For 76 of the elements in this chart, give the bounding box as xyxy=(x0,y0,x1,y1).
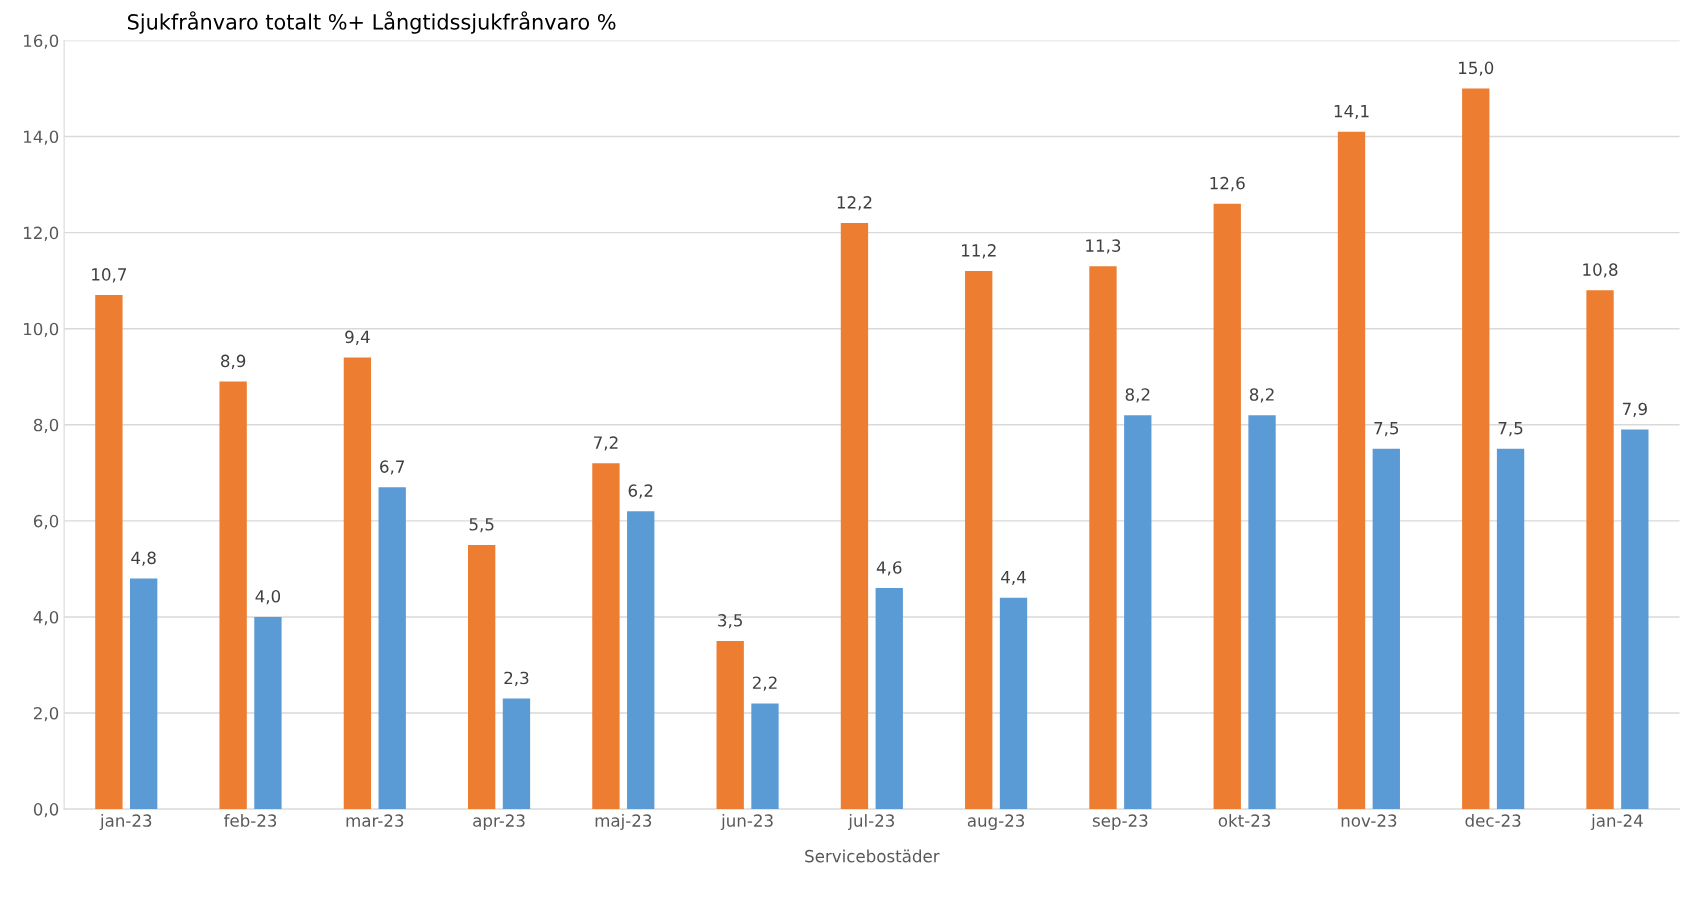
chart-title: Sjukfrånvaro totalt %+ Långtidssjukfrånvaro % xyxy=(127,11,616,34)
data-label: 8,2 xyxy=(1125,388,1150,403)
y-tick-label: 12,0 xyxy=(24,226,59,241)
bar xyxy=(875,588,903,810)
bar xyxy=(130,578,158,810)
data-label: 7,5 xyxy=(1498,422,1523,437)
data-label: 9,4 xyxy=(345,330,370,345)
bar xyxy=(219,381,247,810)
x-tick-label: feb-23 xyxy=(223,813,277,827)
y-tick-label: 6,0 xyxy=(33,514,59,530)
y-tick-label: 14,0 xyxy=(24,130,59,145)
bar xyxy=(1586,290,1614,810)
x-tick-label: okt-23 xyxy=(1218,813,1271,827)
x-tick-label: jan-24 xyxy=(1590,813,1643,831)
data-label: 6,7 xyxy=(380,460,405,475)
x-tick-label: jul-23 xyxy=(848,813,895,831)
data-label: 5,5 xyxy=(469,518,494,533)
data-label: 12,2 xyxy=(837,196,872,211)
bar xyxy=(378,487,406,810)
data-label: 7,5 xyxy=(1374,422,1399,437)
x-tick-label: apr-23 xyxy=(473,814,525,831)
x-tick-label: jan-23 xyxy=(99,813,152,831)
y-tick-label: 0,0 xyxy=(33,803,59,818)
data-label: 7,9 xyxy=(1622,402,1647,417)
x-tick-label: aug-23 xyxy=(967,814,1025,831)
data-label: 10,8 xyxy=(1583,263,1618,278)
y-tick-label: 8,0 xyxy=(33,418,59,434)
data-label: 11,3 xyxy=(1086,239,1121,254)
bar xyxy=(1213,203,1241,810)
bar xyxy=(1337,131,1366,810)
data-label: 10,7 xyxy=(92,268,127,283)
data-label: 4,6 xyxy=(876,561,902,576)
bar xyxy=(999,597,1028,810)
data-label: 12,6 xyxy=(1210,176,1245,192)
data-label: 14,1 xyxy=(1334,105,1369,120)
y-tick-label: 2,0 xyxy=(34,706,59,722)
bar xyxy=(1621,429,1649,810)
bar xyxy=(1089,266,1117,810)
bar xyxy=(1248,415,1276,810)
bar xyxy=(468,544,496,810)
x-tick-label: mar-23 xyxy=(346,814,404,827)
x-tick-label: sep-23 xyxy=(1092,814,1148,831)
bar xyxy=(592,463,620,810)
bar xyxy=(840,223,869,810)
bar xyxy=(1462,88,1490,810)
bar xyxy=(965,271,993,810)
x-tick-label: dec-23 xyxy=(1465,813,1521,827)
y-tick-label: 4,0 xyxy=(33,610,59,626)
data-label: 11,2 xyxy=(961,244,996,259)
x-tick-label: maj-23 xyxy=(595,813,652,831)
x-axis-title: Servicebostäder xyxy=(805,849,940,863)
bar xyxy=(343,357,372,810)
data-label: 8,2 xyxy=(1249,388,1274,403)
y-tick-label: 16,0 xyxy=(24,34,59,49)
bar xyxy=(1124,415,1152,810)
data-label: 3,5 xyxy=(718,614,742,629)
data-label: 2,3 xyxy=(504,671,529,686)
data-label: 4,0 xyxy=(255,589,281,605)
bar xyxy=(95,295,123,810)
bar xyxy=(627,511,655,810)
bar xyxy=(751,703,779,810)
x-tick-label: nov-23 xyxy=(1341,814,1397,827)
y-tick-label: 10,0 xyxy=(24,322,59,337)
bar xyxy=(1372,448,1400,810)
bar xyxy=(716,640,744,810)
data-label: 8,9 xyxy=(221,354,246,369)
data-label: 2,2 xyxy=(752,676,777,691)
data-label: 4,4 xyxy=(1001,570,1026,586)
data-label: 4,8 xyxy=(131,551,156,566)
x-tick-label: jun-23 xyxy=(720,813,773,831)
bar xyxy=(254,616,282,810)
data-label: 6,2 xyxy=(628,484,653,499)
bar xyxy=(1496,448,1525,810)
bar xyxy=(502,698,531,810)
data-label: 15,0 xyxy=(1459,61,1494,76)
data-label: 7,2 xyxy=(594,436,618,451)
